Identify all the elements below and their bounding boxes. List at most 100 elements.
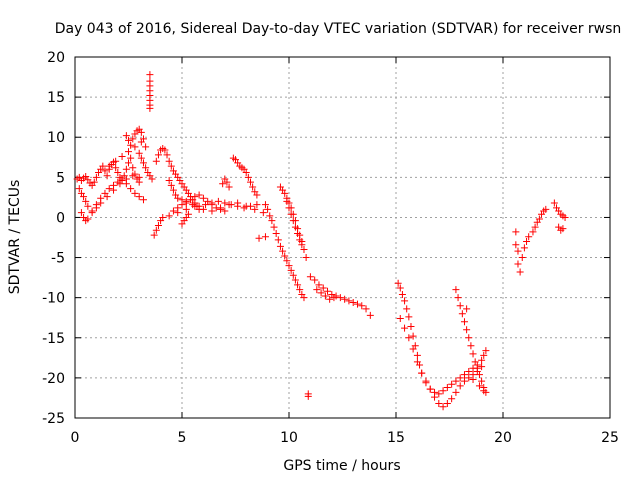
data-point [281, 189, 289, 197]
x-axis-label: GPS time / hours [283, 458, 400, 474]
x-tick-label: 0 [71, 430, 80, 446]
data-point [77, 209, 85, 217]
data-point [512, 241, 520, 249]
data-point [405, 313, 413, 321]
data-point [165, 177, 173, 185]
data-point [127, 185, 135, 193]
data-point [276, 242, 284, 250]
data-point [431, 388, 439, 396]
data-point [112, 157, 120, 165]
data-point [242, 202, 250, 210]
data-point [264, 205, 272, 213]
data-point [131, 189, 139, 197]
data-point [473, 364, 481, 372]
data-point [165, 157, 173, 165]
data-point [448, 380, 456, 388]
data-point [478, 356, 486, 364]
data-point [103, 193, 111, 201]
data-point [182, 205, 190, 213]
data-point [439, 403, 447, 411]
data-point [103, 172, 111, 180]
data-point [272, 229, 280, 237]
data-point [313, 286, 321, 294]
data-point [249, 183, 257, 191]
data-point [426, 385, 434, 393]
data-point [135, 193, 143, 201]
data-point [463, 305, 471, 313]
data-point [135, 173, 143, 181]
data-point [84, 202, 92, 210]
data-point [148, 175, 156, 183]
data-point [142, 164, 150, 172]
data-point [261, 201, 269, 209]
data-point [174, 209, 182, 217]
data-point [460, 377, 468, 385]
grid-lines [75, 57, 610, 418]
data-point [452, 286, 460, 294]
data-point [202, 201, 210, 209]
data-point [542, 205, 550, 213]
x-tick-label: 20 [494, 430, 512, 446]
data-point [110, 186, 118, 194]
data-point [422, 379, 430, 387]
tick-labels: 0 5 10 15 20 25 -25 -20 -15 -10 -5 0 5 10 15 20 [42, 50, 619, 446]
data-point [467, 342, 475, 350]
data-point [478, 377, 486, 385]
data-point [409, 345, 417, 353]
data-point [289, 217, 297, 225]
data-point [129, 135, 137, 143]
y-axis-label: SDTVAR / TECUs [7, 180, 23, 295]
data-point [178, 201, 186, 209]
data-point [255, 234, 263, 242]
data-point [125, 159, 132, 167]
data-point [163, 151, 171, 159]
data-point [475, 382, 483, 390]
data-point [214, 197, 222, 205]
data-point [139, 159, 147, 167]
data-point [221, 199, 229, 207]
data-point [349, 298, 357, 306]
plot-frame [74, 56, 611, 419]
data-point [187, 196, 195, 204]
data-point [84, 215, 92, 223]
data-point [208, 199, 216, 207]
data-point [460, 371, 468, 379]
data-point [283, 257, 291, 265]
data-point [291, 276, 299, 284]
data-point [353, 300, 361, 308]
data-point [443, 384, 451, 392]
data-point [300, 246, 308, 254]
data-point [409, 332, 417, 340]
data-point [167, 181, 175, 189]
data-point [122, 165, 130, 173]
data-point [154, 221, 162, 229]
data-point [139, 135, 147, 143]
data-point [142, 143, 150, 151]
data-point [326, 295, 334, 303]
data-point [531, 223, 539, 231]
data-point [129, 172, 137, 180]
data-point [398, 290, 406, 298]
data-point [460, 318, 468, 326]
data-point [116, 180, 124, 188]
data-point [319, 284, 327, 292]
data-point [195, 191, 203, 199]
data-point [341, 295, 349, 303]
data-point [452, 388, 460, 396]
data-point [285, 204, 293, 212]
data-point [105, 185, 113, 193]
data-point [456, 374, 464, 382]
data-point [125, 136, 132, 144]
y-tick-label: 20 [47, 50, 65, 66]
data-point [191, 193, 199, 201]
data-point [114, 169, 122, 177]
data-point [169, 186, 177, 194]
data-point [167, 162, 175, 170]
data-point [514, 247, 522, 255]
data-point [306, 273, 314, 281]
data-point [465, 367, 473, 375]
data-point [139, 196, 147, 204]
data-point [261, 233, 269, 241]
data-point [396, 284, 404, 292]
data-point [270, 223, 278, 231]
